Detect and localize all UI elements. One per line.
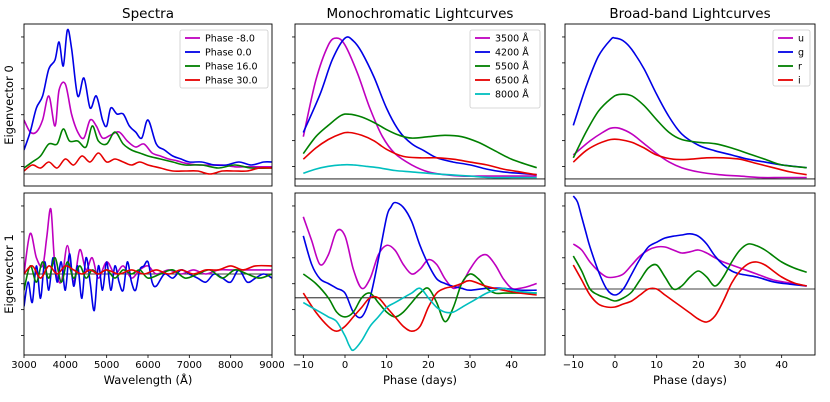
x-tick-label: 4000 xyxy=(53,360,78,371)
x-tick-label: −10 xyxy=(293,360,314,371)
legend-label: Phase 30.0 xyxy=(205,76,258,87)
x-tick-label: 6000 xyxy=(135,360,160,371)
legend-label: 4200 Å xyxy=(495,47,529,59)
x-tick-label: 10 xyxy=(650,360,663,371)
x-tick-label: 40 xyxy=(775,360,788,371)
series-group xyxy=(302,201,537,352)
plot-frame xyxy=(294,192,546,356)
x-tick-label: 30 xyxy=(734,360,747,371)
series-line-phase-0-0 xyxy=(24,28,272,167)
legend-label: Phase -8.0 xyxy=(205,34,255,45)
series-line-u xyxy=(572,126,807,179)
legend: 3500 Å 4200 Å 5500 Å 6500 Å 8000 Å xyxy=(469,29,541,109)
x-tick-label: 40 xyxy=(505,360,518,371)
x-tick-label: 0 xyxy=(342,360,348,371)
x-tick-label: −10 xyxy=(563,360,584,371)
series-line-i xyxy=(572,138,807,176)
series-line-phase-0-0 xyxy=(24,252,272,312)
x-tick-label: 0 xyxy=(612,360,618,371)
panel-broad1: −10 0 10 20 30 40 Phase (days) xyxy=(562,192,816,387)
x-tick-label: 30 xyxy=(464,360,477,371)
series-group xyxy=(24,207,272,312)
x-tick-label: 3000 xyxy=(11,360,36,371)
series-line-phase-16-0 xyxy=(24,256,272,291)
legend: Phase -8.0 Phase 0.0 Phase 16.0 Phase 30.0 xyxy=(179,29,269,89)
x-tick-label: 5000 xyxy=(94,360,119,371)
series-line-5500- xyxy=(302,113,537,169)
series-line-g xyxy=(572,195,807,296)
series-group xyxy=(302,36,537,179)
series-line-8000- xyxy=(302,287,537,352)
y-axis-label: Eigenvector 0 xyxy=(2,65,16,145)
legend-label: r xyxy=(798,62,802,73)
series-line-6500- xyxy=(302,131,537,176)
series-line-phase-8-0 xyxy=(24,207,272,284)
legend-box xyxy=(469,29,541,109)
series-line-u xyxy=(572,243,807,287)
panel-title: Spectra xyxy=(122,6,174,22)
legend-label: i xyxy=(798,76,801,87)
legend-label: 3500 Å xyxy=(495,33,529,45)
series-line-i xyxy=(572,261,807,323)
x-axis-label: Wavelength (Å) xyxy=(104,372,193,387)
plot-frame xyxy=(294,23,546,187)
x-tick-label: 9000 xyxy=(259,360,284,371)
x-axis-label: Phase (days) xyxy=(383,373,457,387)
series-line-3500- xyxy=(302,216,537,290)
series-line-8000- xyxy=(303,163,537,179)
series-line-phase-30-0 xyxy=(24,152,272,175)
x-axis-label: Phase (days) xyxy=(653,373,727,387)
legend-label: 5500 Å xyxy=(495,61,529,73)
legend-label: g xyxy=(798,48,804,59)
series-line-4200- xyxy=(302,201,537,319)
legend-label: 6500 Å xyxy=(495,75,529,87)
series-group xyxy=(572,36,807,179)
legend-box xyxy=(179,29,269,89)
legend-label: Phase 0.0 xyxy=(205,48,252,59)
series-group xyxy=(24,28,272,175)
panel-title: Broad-band Lightcurves xyxy=(609,6,770,22)
panel-spec1: 3000 4000 5000 6000 7000 8000 9000 Wavelength (… xyxy=(2,192,285,387)
plot-frame xyxy=(564,23,816,187)
series-line-r xyxy=(572,93,807,169)
series-group xyxy=(572,195,807,323)
plot-frame xyxy=(23,23,273,187)
series-line-phase-16-0 xyxy=(24,125,272,170)
panel-title: Monochromatic Lightcurves xyxy=(327,6,514,22)
series-line-4200- xyxy=(302,36,537,176)
series-line-6500- xyxy=(302,279,537,332)
x-tick-label: 7000 xyxy=(177,360,202,371)
x-tick-label: 20 xyxy=(422,360,435,371)
panel-mono1: −10 0 10 20 30 40 Phase (days) xyxy=(292,192,546,387)
series-line-phase-8-0 xyxy=(24,81,272,168)
y-axis-label: Eigenvector 1 xyxy=(2,234,16,314)
series-line-r xyxy=(572,243,807,302)
x-tick-label: 20 xyxy=(692,360,705,371)
plot-frame xyxy=(564,192,816,356)
legend-label: 8000 Å xyxy=(495,89,529,101)
series-line-phase-30-0 xyxy=(24,264,272,279)
series-line-5500- xyxy=(302,273,537,323)
x-tick-label: 8000 xyxy=(218,360,243,371)
legend-box xyxy=(772,29,811,87)
panel-mono0: Monochromatic Lightcurves 3500 Å 4200 Å 550… xyxy=(292,6,546,187)
x-tick-label: 10 xyxy=(380,360,393,371)
series-line-g xyxy=(572,36,807,169)
legend-label: u xyxy=(798,34,804,45)
legend-label: Phase 16.0 xyxy=(205,62,258,73)
